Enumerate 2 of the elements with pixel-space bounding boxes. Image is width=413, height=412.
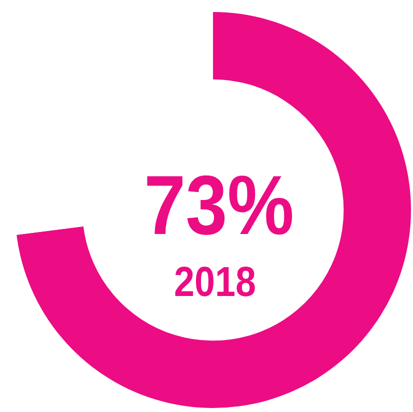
- text: 2018: [174, 258, 256, 306]
- data-label: 73%: [144, 158, 294, 252]
